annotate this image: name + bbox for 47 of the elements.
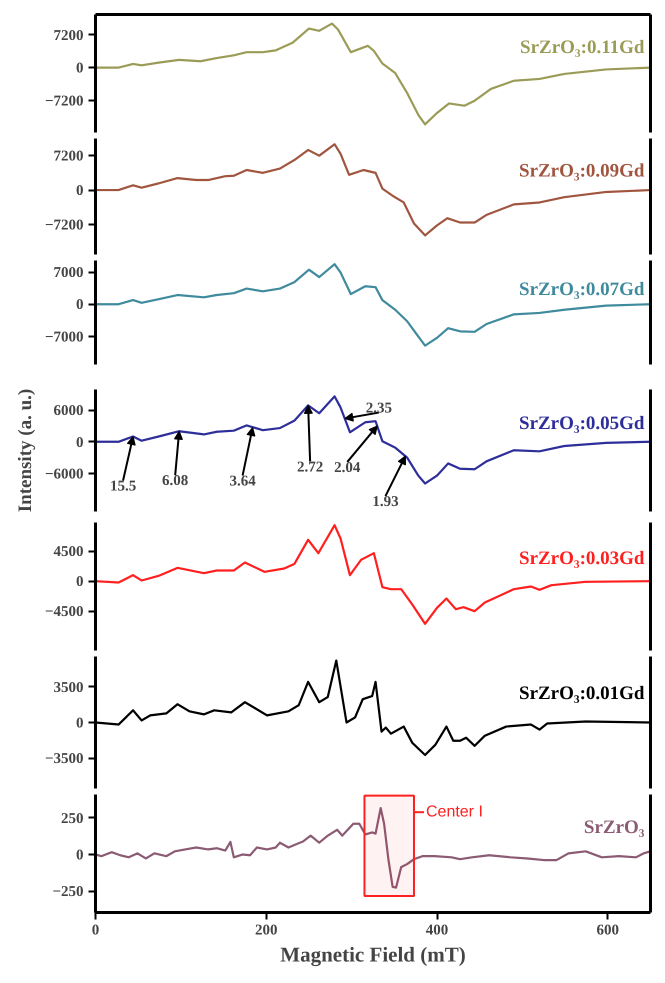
line-series [96,143,650,237]
annotation: 3.64 [229,474,256,490]
y-tick-label: −250 [52,884,84,900]
y-tick-label: 7200 [54,28,84,44]
y-axis-title: Intensity (a. u.) [14,388,36,512]
y-tick-label: 0 [76,574,84,590]
y-tick-label: 3500 [54,680,84,696]
y-tick-label: 0 [76,716,84,732]
series-label: SrZrO₃:0.09Gd [518,160,645,182]
y-tick-label: −7000 [44,329,84,346]
y-tick-label: 0 [76,848,84,864]
y-tick-label: −3500 [44,751,84,768]
x-tick-label: 400 [426,922,448,938]
y-tick-label: 4500 [54,544,84,560]
y-tick-label: 250 [61,810,84,827]
y-tick-label: −6000 [44,466,84,482]
y-tick-label: 0 [76,183,84,200]
y-tick-label: 7200 [54,148,84,165]
annotation: 2.04 [334,460,361,476]
annotation: 6.08 [162,473,188,490]
y-tick-label: 0 [76,60,84,77]
line-series [96,807,650,889]
y-tick-label: −7200 [44,93,84,110]
series-label: SrZrO₃:0.05Gd [518,413,645,434]
y-tick-label: 6000 [54,403,84,420]
annotation: 1.93 [372,494,399,510]
annotation: 2.72 [296,459,324,476]
x-tick-label: 200 [255,922,278,938]
series-label: SrZrO₃:0.07Gd [518,279,645,300]
x-tick-label: 600 [596,922,620,938]
annotation: 15.5 [110,478,136,495]
series-label: SrZrO₃:0.11Gd [520,37,645,58]
band-label: Center I [426,804,483,821]
y-tick-label: −7200 [44,217,84,234]
line-series [96,22,650,126]
y-tick-label: 0 [76,434,84,451]
series-label: SrZrO₃ [584,817,645,838]
y-tick-label: 0 [76,297,84,314]
y-tick-label: 7000 [54,265,84,282]
y-tick-label: −4500 [44,604,84,620]
line-series [96,524,650,625]
line-series [96,263,650,347]
annotation: 2.35 [366,400,392,417]
series-label: SrZrO₃:0.01Gd [518,682,645,704]
x-tick-label: 0 [92,922,100,938]
x-axis-title: Magnetic Field (mT) [280,942,466,966]
series-label: SrZrO₃:0.03Gd [518,548,645,569]
